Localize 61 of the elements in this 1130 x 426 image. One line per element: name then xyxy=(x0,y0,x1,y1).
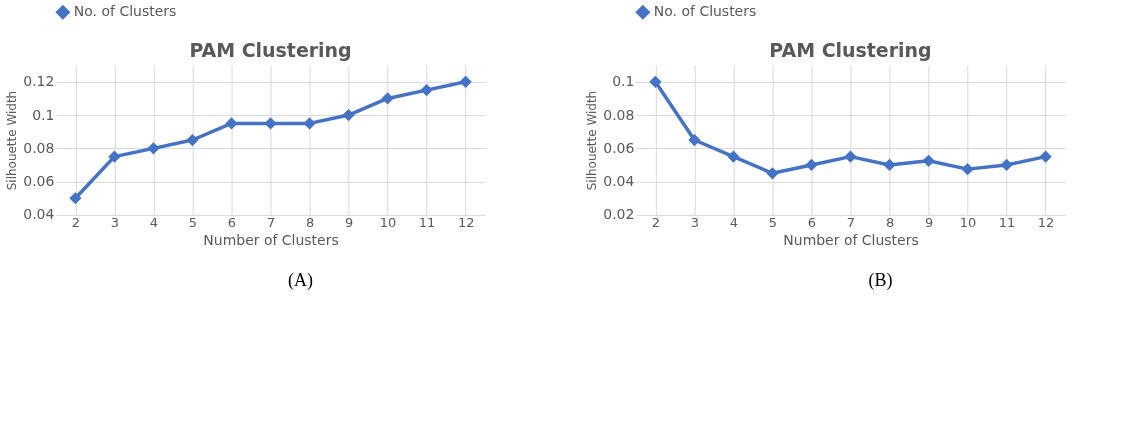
text: (A) xyxy=(288,269,313,291)
y-axis-title: Silhouette Width xyxy=(5,90,20,191)
legend-label: No. of Clusters xyxy=(73,3,177,20)
point xyxy=(420,83,433,97)
x-tick-label: 2 xyxy=(651,215,661,231)
x-tick-label: 6 xyxy=(227,215,237,231)
x-tick-label: 3 xyxy=(110,215,120,231)
y-tick-label: 0.06 xyxy=(23,173,55,190)
y-tick-label: 0.12 xyxy=(23,73,55,90)
x-axis-title: Number of Clusters xyxy=(783,232,919,249)
x-tick-label: 4 xyxy=(149,215,159,231)
x-axis-title: Number of Clusters xyxy=(203,232,339,249)
x-tick-label: 6 xyxy=(807,215,817,231)
y-tick-label: 0.04 xyxy=(23,206,55,223)
x-tick-label: 7 xyxy=(266,215,276,231)
x-tick-label: 4 xyxy=(729,215,739,231)
x-tick-label: 11 xyxy=(418,215,436,231)
x-tick-label: 5 xyxy=(188,215,198,231)
y-tick-label: 0.1 xyxy=(32,106,55,123)
point xyxy=(727,150,740,163)
x-tick-label: 10 xyxy=(959,215,977,231)
x-tick-label: 11 xyxy=(998,215,1016,231)
y-tick-label: 0.08 xyxy=(603,106,635,123)
point xyxy=(381,92,394,105)
point xyxy=(649,75,662,88)
text: (B) xyxy=(868,269,893,291)
point xyxy=(922,154,935,167)
x-tick-label: 3 xyxy=(690,215,700,231)
point xyxy=(459,75,472,88)
point xyxy=(766,167,779,180)
legend-label: No. of Clusters xyxy=(653,3,757,20)
point xyxy=(147,142,160,155)
x-tick-label: 9 xyxy=(924,215,934,231)
x-tick-label: 12 xyxy=(457,215,475,231)
point xyxy=(1000,158,1013,172)
point xyxy=(844,150,857,163)
point xyxy=(342,108,355,122)
y-tick-label: 0.02 xyxy=(603,206,635,223)
point xyxy=(108,150,121,163)
y-tick-label: 0.06 xyxy=(603,139,635,156)
point xyxy=(1039,150,1052,163)
x-tick-label: 7 xyxy=(846,215,856,231)
point xyxy=(688,133,701,147)
y-tick-label: 0.08 xyxy=(23,139,55,156)
point xyxy=(186,133,199,147)
point xyxy=(883,158,896,172)
x-tick-label: 8 xyxy=(305,215,315,231)
x-tick-label: 8 xyxy=(885,215,895,231)
y-axis-title: Silhouette Width xyxy=(585,90,600,191)
point xyxy=(69,192,82,205)
chart-title: PAM Clustering xyxy=(769,39,932,62)
x-tick-label: 2 xyxy=(71,215,81,231)
y-tick-label: 0.1 xyxy=(612,73,635,90)
point xyxy=(805,158,818,172)
x-tick-label: 5 xyxy=(768,215,778,231)
x-tick-label: 10 xyxy=(379,215,397,231)
point xyxy=(961,163,974,176)
x-tick-label: 12 xyxy=(1037,215,1055,231)
y-tick-label: 0.04 xyxy=(603,173,635,190)
chart-title: PAM Clustering xyxy=(189,39,352,62)
x-tick-label: 9 xyxy=(344,215,354,231)
